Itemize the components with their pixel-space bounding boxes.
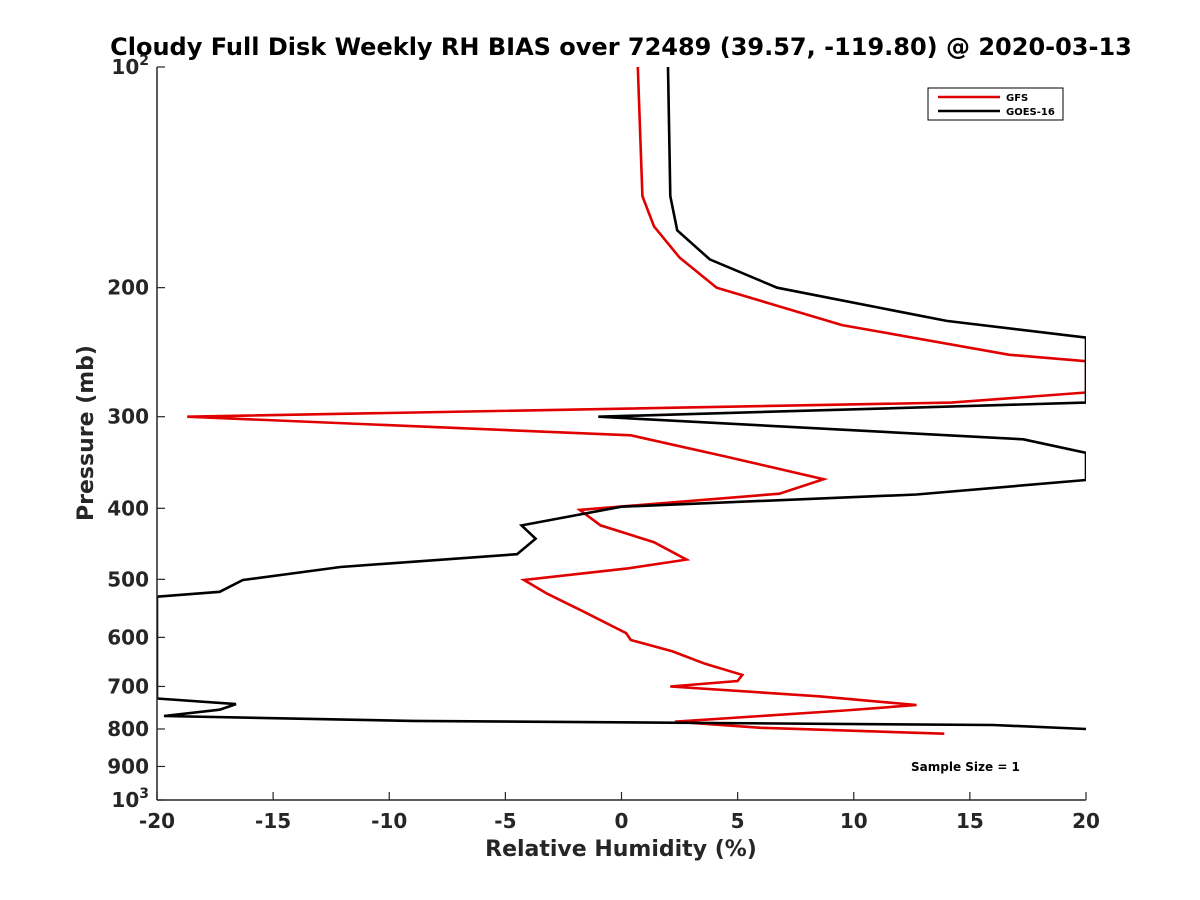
y-tick-label: 102 [111,53,149,79]
legend: GFS GOES-16 [927,87,1064,121]
y-tick-label-base: 700 [107,674,149,698]
y-tick-label-exponent: 3 [139,786,149,802]
plot-frame [157,67,1086,800]
chart-title: Cloudy Full Disk Weekly RH BIAS over 724… [110,33,1132,61]
sample-size-annotation: Sample Size = 1 [911,760,1020,774]
legend-label: GFS [1006,93,1028,104]
x-tick-label: -20 [139,809,175,833]
legend-items: GFS GOES-16 [938,93,1055,118]
y-tick-label-base: 500 [107,567,149,591]
y-tick-label: 800 [107,717,149,741]
x-tick-label: 15 [956,809,984,833]
y-tick-label: 900 [107,754,149,778]
y-tick-label-base: 400 [107,496,149,520]
x-tick-label: -10 [371,809,407,833]
legend-box [927,87,1064,121]
y-tick-label: 500 [107,567,149,591]
x-tick-label: 10 [840,809,868,833]
y-tick-label: 600 [107,625,149,649]
y-tick-label: 200 [107,276,149,300]
series-line-goes-16 [157,67,1086,731]
y-tick-label-base: 10 [111,55,139,79]
y-tick-label-base: 300 [107,405,149,429]
legend-label: GOES-16 [1006,107,1055,118]
y-tick-label: 103 [111,786,149,812]
x-axis-label: Relative Humidity (%) [485,837,757,862]
series-layer [157,67,1086,735]
plot-area [157,67,1086,800]
y-tick-label-exponent: 2 [139,53,149,69]
series-line-gfs [187,67,1086,735]
y-tick-label-base: 10 [111,788,139,812]
x-ticks: -20 -15 -10 -5 0 5 10 15 20 [139,792,1100,833]
x-tick-label: 0 [615,809,629,833]
x-tick-label: -15 [255,809,291,833]
y-tick-label-base: 200 [107,276,149,300]
y-tick-label-base: 800 [107,717,149,741]
axes: -20 -15 -10 -5 0 5 10 15 20 10220030040050060070… [107,53,1100,833]
y-tick-label-base: 600 [107,625,149,649]
x-tick-label: 20 [1072,809,1100,833]
y-tick-label: 300 [107,405,149,429]
y-tick-label: 400 [107,496,149,520]
y-tick-label-base: 900 [107,754,149,778]
y-tick-label: 700 [107,674,149,698]
x-tick-label: -5 [494,809,516,833]
y-axis-label: Pressure (mb) [74,345,99,521]
x-tick-label: 5 [731,809,745,833]
